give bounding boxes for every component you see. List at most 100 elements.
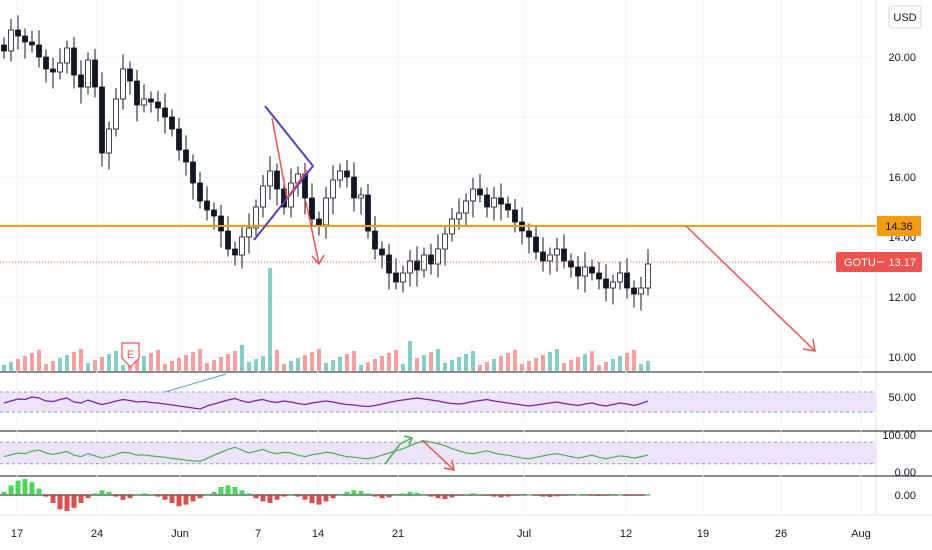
- volume-bar: [79, 349, 83, 371]
- macd-histogram-bar: [617, 494, 623, 496]
- macd-histogram-bar: [337, 495, 343, 496]
- volume-bar: [170, 361, 174, 371]
- candle-body: [393, 272, 399, 283]
- volume-bar: [534, 358, 538, 371]
- down-arrow-1-head: [311, 254, 325, 266]
- macd-histogram-bar: [449, 495, 455, 498]
- volume-bar: [289, 361, 293, 371]
- volume-bar: [499, 356, 503, 371]
- volume-bar: [338, 357, 342, 371]
- macd-histogram-bar: [358, 491, 364, 495]
- macd-histogram-bar: [477, 494, 483, 495]
- price-tick-label: 12.00: [888, 292, 916, 304]
- macd-histogram-bar: [218, 487, 224, 495]
- volume-bar: [275, 350, 279, 371]
- macd-histogram-bar: [379, 495, 385, 499]
- volume-bar: [72, 352, 76, 371]
- volume-bar: [555, 349, 559, 371]
- volume-bar: [394, 350, 398, 371]
- macd-histogram-bar: [393, 495, 399, 496]
- candle-body: [148, 98, 154, 103]
- volume-bar: [359, 365, 363, 371]
- volume-bar: [366, 362, 370, 371]
- candle-body: [330, 179, 336, 199]
- candle-body: [239, 236, 245, 256]
- macd-histogram-bar: [638, 495, 644, 496]
- volume-bar: [135, 359, 139, 371]
- macd-histogram-bar: [162, 495, 168, 500]
- down-arrow-1[interactable]: [305, 201, 320, 265]
- down-arrow-projection-head: [802, 338, 816, 352]
- volume-bar: [541, 355, 545, 371]
- osc-band: [0, 442, 876, 464]
- volume-bar: [408, 341, 412, 371]
- macd-histogram-bar: [491, 495, 497, 497]
- macd-histogram-bar: [365, 493, 371, 495]
- volume-bar: [268, 268, 272, 371]
- earnings-marker[interactable]: E: [121, 342, 140, 368]
- candle-body: [197, 182, 203, 202]
- triangle-pattern[interactable]: [253, 105, 315, 241]
- macd-histogram-bar: [43, 495, 49, 497]
- macd-histogram-bar: [309, 495, 315, 503]
- price-tick-label: 16.00: [888, 172, 916, 184]
- candle-body: [309, 197, 315, 220]
- candle-body: [183, 149, 189, 163]
- candle-body: [78, 74, 84, 88]
- osc-tick-label: 100.00: [882, 430, 916, 442]
- currency-button[interactable]: USD: [888, 5, 922, 29]
- candle-body: [169, 116, 175, 130]
- volume-bar: [317, 349, 321, 371]
- volume-bar: [296, 358, 300, 371]
- candle-body: [225, 230, 231, 250]
- osc-down-arrow[interactable]: [421, 439, 455, 471]
- volume-bar: [611, 359, 615, 371]
- candle-body: [141, 98, 147, 106]
- price-axis[interactable]: 20.0018.0016.0014.0012.0010.0050.00100.0…: [882, 52, 916, 502]
- rsi-line: [3, 396, 649, 410]
- price-tick-label: 10.00: [888, 352, 916, 364]
- currency-label: USD: [893, 12, 916, 24]
- time-axis[interactable]: 17 24 Jun 7 14 21 Jul 12 19 26 Aug: [11, 528, 871, 540]
- down-arrow-projection[interactable]: [685, 225, 816, 352]
- macd-histogram-bar: [29, 482, 35, 495]
- macd-histogram-bar: [211, 491, 217, 495]
- candle-body: [505, 203, 511, 211]
- macd-histogram-bar: [407, 491, 413, 495]
- volume-bar: [282, 364, 286, 371]
- macd-histogram-bar: [127, 495, 133, 499]
- volume-bar: [373, 359, 377, 371]
- time-tick-label: Jul: [517, 528, 531, 540]
- macd-histogram-bar: [596, 495, 602, 496]
- volume-bar: [527, 361, 531, 371]
- rsi-pane: [0, 391, 876, 413]
- rsi-trendline[interactable]: [164, 373, 227, 393]
- time-tick-label: 24: [91, 528, 103, 540]
- volume-bar: [121, 365, 125, 371]
- time-tick-label: 26: [775, 528, 787, 540]
- macd-histogram-bar: [540, 495, 546, 497]
- volume-bar: [415, 358, 419, 371]
- macd-histogram-bar: [197, 495, 203, 499]
- drawings: E: [0, 105, 876, 471]
- candle-body: [596, 272, 602, 280]
- candle-body: [561, 248, 567, 262]
- volume-bar: [583, 354, 587, 371]
- osc-up-arrow[interactable]: [384, 437, 413, 465]
- volume-bar: [485, 362, 489, 371]
- candle-body: [204, 200, 210, 211]
- price-tick-label: 18.00: [888, 112, 916, 124]
- macd-histogram-bar: [386, 495, 392, 498]
- macd-histogram-bar: [22, 479, 28, 495]
- volume-bar: [506, 353, 510, 371]
- volume-bars: [2, 268, 650, 371]
- volume-bar: [261, 356, 265, 371]
- macd-histogram-bar: [575, 494, 581, 496]
- stoch-pane: [0, 440, 876, 465]
- macd-tick-label: 0.00: [895, 490, 916, 502]
- candle-body: [99, 86, 105, 154]
- volume-bar: [492, 359, 496, 371]
- macd-histogram-bar: [631, 495, 637, 496]
- candle-body: [456, 212, 462, 220]
